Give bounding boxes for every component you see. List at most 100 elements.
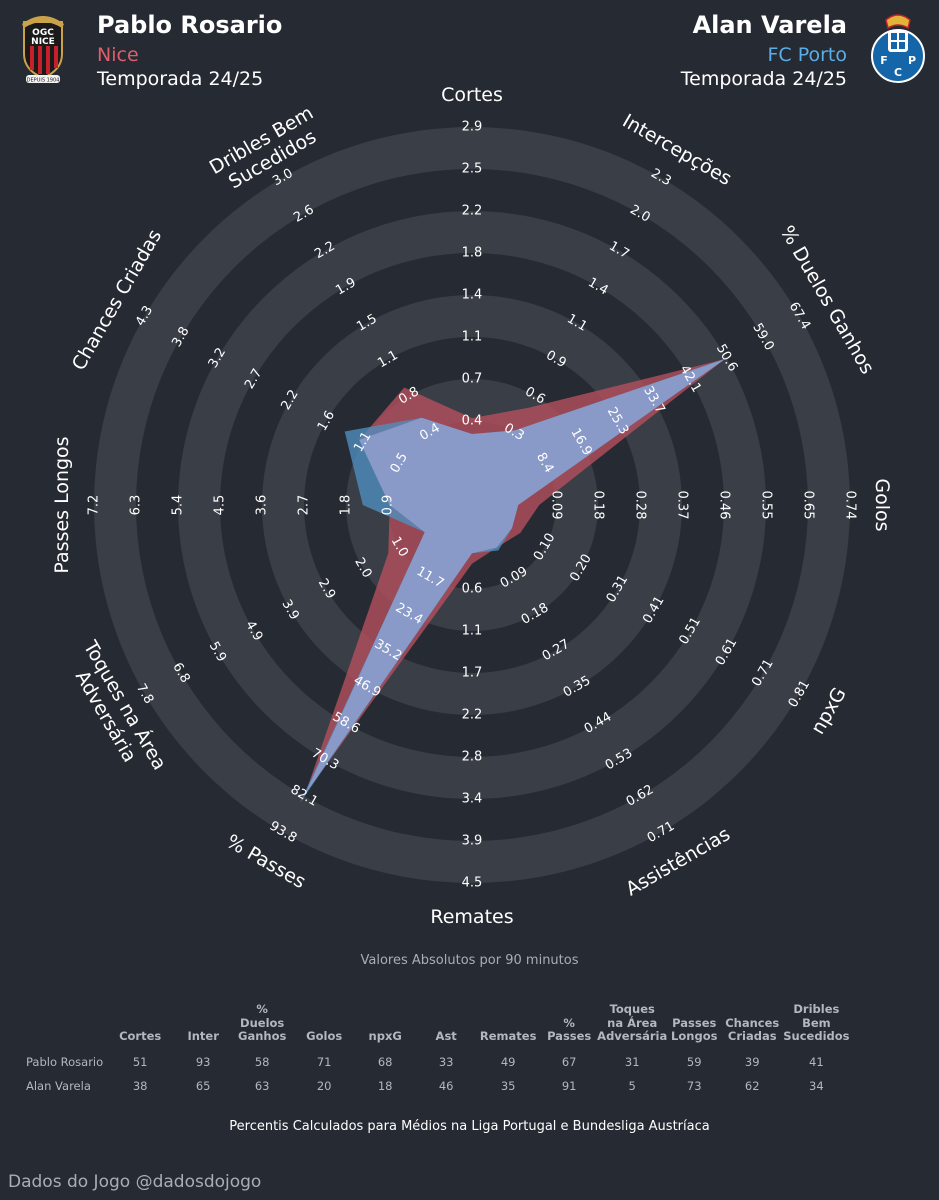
table-row-name: Pablo Rosario <box>26 1054 104 1069</box>
table-cell: 41 <box>809 1054 824 1069</box>
table-header: % Passes <box>547 1015 592 1043</box>
table-header: Chances Criadas <box>725 1015 780 1043</box>
table-cell: 33 <box>438 1054 454 1069</box>
tick-label: 1.1 <box>462 330 483 345</box>
tick-label: 6.3 <box>129 495 144 516</box>
table-cell: 35 <box>500 1078 516 1093</box>
axis-label-line: Cortes <box>441 84 503 106</box>
table-cell: 59 <box>686 1054 702 1069</box>
tick-label: 2.9 <box>462 120 483 135</box>
tick-label: 0.18 <box>591 491 606 520</box>
table-cell: 5 <box>628 1078 636 1093</box>
table-cell: 93 <box>195 1054 211 1069</box>
crest-text-line1: OGC <box>32 28 54 38</box>
table-header: Inter <box>187 1029 219 1043</box>
percentile-table: Cortes Inter % Duelos Ganhos Golos npxG … <box>18 1002 850 1098</box>
axis-label: Remates <box>430 906 513 928</box>
tick-label: 3.9 <box>462 834 483 849</box>
crest-text-line2: NICE <box>31 37 55 47</box>
porto-crest-icon: F C P <box>871 14 925 83</box>
series-overlap-polygon <box>305 359 725 795</box>
axis-label: Passes Longos <box>51 436 73 573</box>
table-header: Remates <box>479 1029 537 1043</box>
table-header: % Duelos Ganhos <box>238 1002 287 1043</box>
credit: Dados do Jogo @dadosdojogo <box>8 1172 262 1192</box>
tick-label: 1.8 <box>462 246 483 261</box>
table-cell: 63 <box>254 1078 270 1093</box>
tick-label: 2.5 <box>462 162 483 177</box>
table-cell: 34 <box>809 1078 824 1093</box>
player-right-name: Alan Varela <box>692 11 847 39</box>
table-cell: 68 <box>377 1054 393 1069</box>
tick-label: 0.46 <box>717 491 732 520</box>
tick-label: 1.1 <box>462 624 483 639</box>
table-row: Alan Varela 38 65 63 20 18 46 35 91 5 73… <box>18 1074 850 1098</box>
table-cell: 39 <box>744 1054 760 1069</box>
axis-label: npxG <box>807 684 851 738</box>
player-right-club: FC Porto <box>767 44 847 66</box>
crest-letter-p: P <box>908 54 916 67</box>
player-right-season: Temporada 24/25 <box>680 68 847 90</box>
table-header: Ast <box>435 1029 457 1043</box>
tick-label: 5.4 <box>171 495 186 516</box>
table-cell: 18 <box>377 1078 393 1093</box>
table-header: Cortes <box>119 1029 162 1043</box>
table-cell: 73 <box>686 1078 702 1093</box>
player-right-header: Alan Varela FC Porto Temporada 24/25 <box>681 8 847 90</box>
tick-label: 0.28 <box>633 491 648 520</box>
crest-text-line3: DEPUIS 1904 <box>27 78 60 84</box>
footnote: Percentis Calculados para Médios na Liga… <box>229 1119 710 1134</box>
tick-label: 0.4 <box>462 414 483 429</box>
table-header-row: Cortes Inter % Duelos Ganhos Golos npxG … <box>18 1002 850 1050</box>
axis-label-line: Remates <box>430 906 513 928</box>
table-cell: 51 <box>132 1054 148 1069</box>
player-left-season: Temporada 24/25 <box>97 68 264 90</box>
tick-label: 2.7 <box>297 495 312 516</box>
tick-label: 3.4 <box>462 792 483 807</box>
crest-letter-f: F <box>880 54 888 67</box>
table-cell: 31 <box>624 1054 640 1069</box>
axis-label-line: Passes Longos <box>51 436 73 573</box>
axis-label: Cortes <box>441 84 503 106</box>
table-header: Dribles Bem Sucedidos <box>783 1002 850 1043</box>
table-header: Toques na Área Adversária <box>597 1002 668 1043</box>
table-cell: 62 <box>744 1078 760 1093</box>
table-corner <box>18 1003 103 1050</box>
player-left-header: Pablo Rosario Nice Temporada 24/25 <box>97 8 282 90</box>
table-cell: 65 <box>195 1078 211 1093</box>
table-cell: 71 <box>316 1054 332 1069</box>
table-row-name: Alan Varela <box>26 1078 91 1093</box>
table-row: Pablo Rosario 51 93 58 71 68 33 49 67 31… <box>18 1050 850 1074</box>
nice-crest-icon: OGC NICE DEPUIS 1904 <box>22 16 64 84</box>
table-cell: 67 <box>561 1054 577 1069</box>
table-cell: 58 <box>254 1054 270 1069</box>
table-header: Golos <box>306 1029 343 1043</box>
tick-label: 0.55 <box>759 491 774 520</box>
tick-label: 0.65 <box>801 491 816 520</box>
tick-label: 4.5 <box>213 495 228 516</box>
tick-label: 1.4 <box>462 288 483 303</box>
table-cell: 49 <box>500 1054 516 1069</box>
tick-label: 4.5 <box>462 876 483 891</box>
chart-subtitle: Valores Absolutos por 90 minutos <box>360 953 579 968</box>
tick-label: 0.37 <box>675 491 690 520</box>
tick-label: 0.74 <box>843 491 858 520</box>
crest-letter-c: C <box>894 66 902 79</box>
axis-label-line: npxG <box>807 684 851 738</box>
player-left-name: Pablo Rosario <box>97 11 283 39</box>
tick-label: 1.7 <box>462 666 483 681</box>
tick-label: 0.7 <box>462 372 483 387</box>
table-cell: 46 <box>438 1078 454 1093</box>
table-header: npxG <box>368 1029 402 1043</box>
table-header: Passes Longos <box>671 1015 718 1043</box>
tick-label: 2.2 <box>462 204 483 219</box>
table-cell: 38 <box>132 1078 148 1093</box>
table-cell: 91 <box>561 1078 577 1093</box>
axis-label-line: Golos <box>871 478 893 531</box>
tick-label: 2.2 <box>462 708 483 723</box>
tick-label: 0.09 <box>549 491 564 520</box>
axis-label: Golos <box>871 478 893 531</box>
tick-label: 2.8 <box>462 750 483 765</box>
tick-label: 7.2 <box>87 495 102 516</box>
radar-chart: 0.40.71.11.41.82.22.52.90.30.60.91.11.41… <box>51 84 893 928</box>
